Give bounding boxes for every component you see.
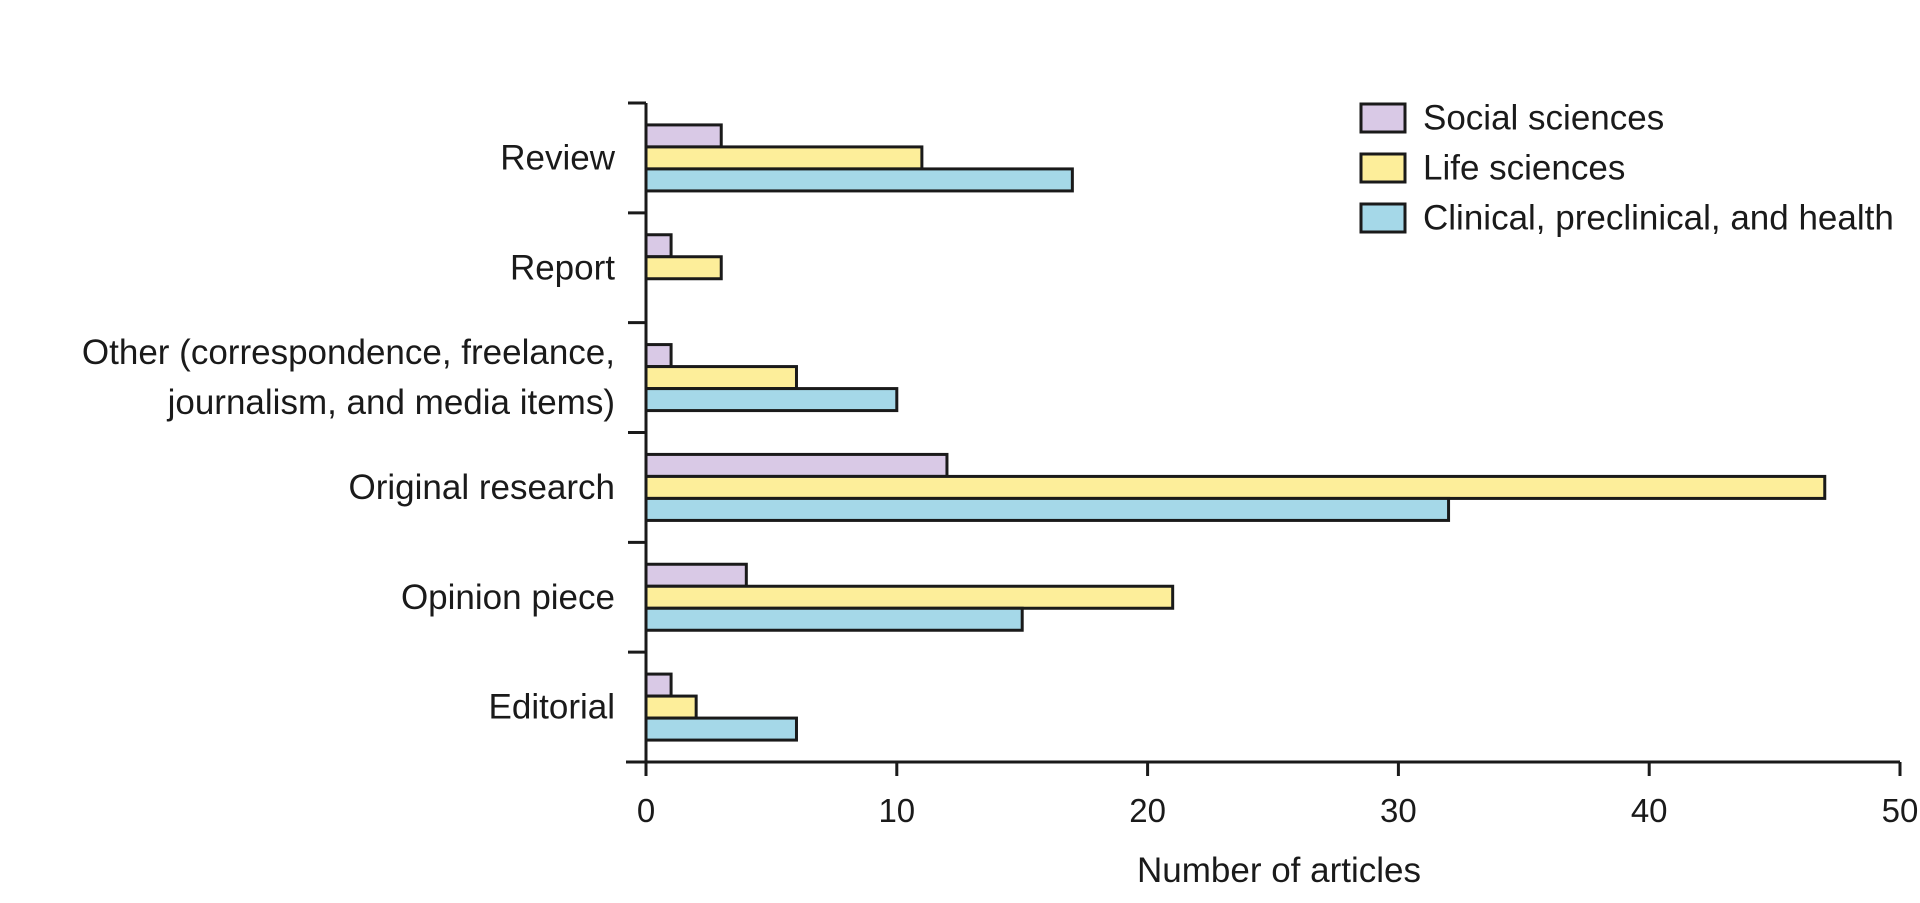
bar-life-sciences-3 [644,474,1827,500]
bar-clinical-preclinical-and-health-0 [644,167,1074,193]
category-label: Review [500,138,615,177]
category-label: journalism, and media items) [167,383,615,422]
legend-label: Clinical, preclinical, and health [1423,199,1894,238]
category-label: Editorial [489,688,615,727]
x-tick-label: 50 [1882,792,1919,829]
bar-life-sciences-0 [644,145,924,171]
bar-social-sciences-5 [644,672,673,698]
bar-social-sciences-4 [644,562,748,588]
bar-life-sciences-1 [644,255,723,281]
category-label: Report [510,248,615,287]
bar-life-sciences-4 [644,584,1175,610]
bar-clinical-preclinical-and-health-2 [644,387,899,413]
x-tick-label: 20 [1129,792,1166,829]
bar-clinical-preclinical-and-health-5 [644,716,798,742]
bar-life-sciences-5 [644,694,698,720]
legend-swatch [1359,102,1407,134]
x-axis-title: Number of articles [1137,851,1421,890]
category-label: Original research [349,468,616,507]
bar-social-sciences-2 [644,343,673,369]
x-tick-label: 0 [637,792,655,829]
x-tick-label: 30 [1380,792,1417,829]
bar-social-sciences-0 [644,123,723,149]
legend-label: Life sciences [1423,149,1625,188]
legend-swatch [1359,202,1407,234]
category-label: Opinion piece [401,578,615,617]
x-tick-label: 40 [1631,792,1668,829]
bar-clinical-preclinical-and-health-3 [644,496,1451,522]
category-label: Other (correspondence, freelance, [82,333,615,372]
legend-swatch [1359,152,1407,184]
bar-social-sciences-1 [644,233,673,259]
x-tick-label: 10 [878,792,915,829]
legend-label: Social sciences [1423,99,1664,138]
bar-clinical-preclinical-and-health-4 [644,606,1024,632]
bar-life-sciences-2 [644,365,798,391]
bar-social-sciences-3 [644,452,949,478]
